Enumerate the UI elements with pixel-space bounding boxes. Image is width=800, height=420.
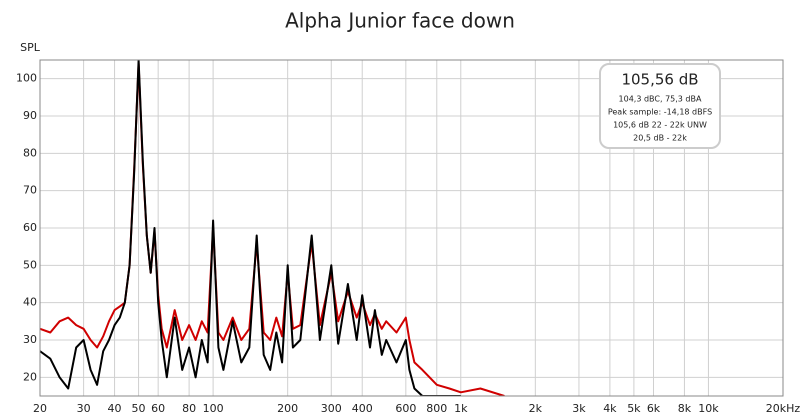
info-box: 105,56 dB 104,3 dBC, 75,3 dBA Peak sampl…: [599, 63, 721, 149]
y-tick-label: 60: [23, 221, 37, 234]
y-tick-label: 30: [23, 333, 37, 346]
series-line: [40, 60, 461, 396]
x-tick-label: 2k: [529, 402, 543, 415]
x-tick-label: 8k: [678, 402, 692, 415]
x-tick-label: 10k: [698, 402, 719, 415]
x-tick-label: 6k: [647, 402, 661, 415]
y-tick-label: 50: [23, 258, 37, 271]
x-tick-label: 3k: [572, 402, 586, 415]
y-tick-label: 90: [23, 109, 37, 122]
x-tick-label: 80: [182, 402, 196, 415]
series-line: [40, 62, 505, 396]
info-line: Peak sample: -14,18 dBFS: [608, 108, 712, 117]
plot-frame: [39, 59, 784, 397]
info-box-frame: [599, 63, 721, 149]
x-tick-label: 50: [132, 402, 146, 415]
x-tick-label: 400: [352, 402, 373, 415]
x-tick-label: 20kHz: [766, 402, 800, 415]
x-tick-label: 30: [77, 402, 91, 415]
info-line: 105,6 dB 22 - 22k UNW: [613, 121, 707, 130]
plot-area: [40, 60, 505, 396]
x-tick-label: 300: [321, 402, 342, 415]
y-tick-label: 20: [23, 370, 37, 383]
grid: [39, 60, 784, 396]
y-axis-label: SPL: [20, 41, 41, 54]
x-tick-label: 20: [33, 402, 47, 415]
x-tick-label: 800: [426, 402, 447, 415]
chart-title: Alpha Junior face down: [285, 9, 515, 33]
x-tick-label: 200: [277, 402, 298, 415]
info-line: 20,5 dB - 22k: [633, 134, 687, 143]
x-tick-label: 40: [108, 402, 122, 415]
y-tick-label: 100: [16, 72, 37, 85]
y-tick-label: 70: [23, 184, 37, 197]
y-tick-label: 40: [23, 296, 37, 309]
x-tick-label: 600: [395, 402, 416, 415]
x-tick-label: 60: [151, 402, 165, 415]
x-tick-label: 1k: [454, 402, 468, 415]
info-line: 104,3 dBC, 75,3 dBA: [619, 95, 702, 104]
x-tick-label: 5k: [627, 402, 641, 415]
x-tick-label: 4k: [603, 402, 617, 415]
y-tick-label: 80: [23, 146, 37, 159]
info-headline: 105,56 dB: [621, 71, 698, 89]
x-tick-label: 100: [203, 402, 224, 415]
